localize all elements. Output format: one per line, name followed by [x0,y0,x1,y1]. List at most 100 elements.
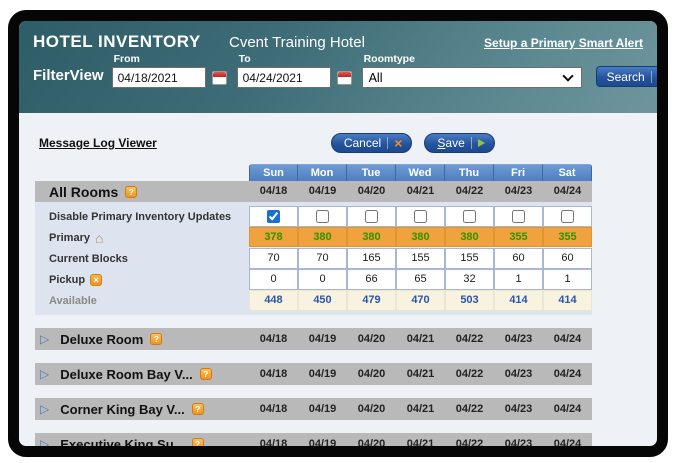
save-button[interactable]: Save [424,133,495,153]
search-button[interactable]: Search [595,66,665,87]
message-log-viewer-link[interactable]: Message Log Viewer [39,136,157,150]
room-section-corner-king-bay-view[interactable]: ▷ Corner King Bay V... ? 04/18 04/19 04/… [35,398,592,420]
expand-arrow-icon[interactable]: ▷ [40,332,50,346]
date-cell: 04/19 [298,328,347,350]
checkbox[interactable] [512,210,525,223]
disable-updates-checkbox-cell[interactable] [298,206,347,227]
cancel-button-label: Cancel [343,136,382,150]
date-cell: 04/21 [396,398,445,420]
primary-value-cell[interactable]: 355 [543,227,592,247]
disable-updates-checkbox-cell[interactable] [445,206,494,227]
date-cell: 04/21 [396,181,445,202]
section-title: Executive King Su... [60,436,185,452]
disable-updates-checkbox-cell[interactable] [543,206,592,227]
section-header[interactable]: ▷ Corner King Bay V... ? [35,398,249,420]
checkbox[interactable] [267,210,280,223]
pickup-cell: 1 [543,269,592,290]
current-blocks-cell: 165 [347,248,396,269]
date-cell: 04/18 [249,328,298,350]
setup-smart-alert-link[interactable]: Setup a Primary Smart Alert [484,36,643,50]
roomtype-group: Roomtype All [361,53,582,88]
pickup-icon[interactable]: × [90,273,103,286]
current-blocks-cell: 155 [396,248,445,269]
date-cell: 04/23 [494,363,543,385]
expand-arrow-icon[interactable]: ▷ [40,437,50,451]
all-rooms-header: All Rooms ? [35,181,249,202]
primary-label-text: Primary [49,231,90,244]
disable-updates-checkbox-cell[interactable] [249,206,298,227]
primary-value-cell[interactable]: 380 [445,227,494,247]
divider [470,137,472,149]
date-cell: 04/19 [298,363,347,385]
day-header: Sun [249,164,298,181]
section-header[interactable]: ▷ Executive King Su... ? [35,433,249,452]
available-cell: 448 [249,290,298,311]
checkbox[interactable] [414,210,427,223]
current-blocks-cell: 155 [445,248,494,269]
help-icon[interactable]: ? [150,333,163,345]
calendar-icon[interactable] [211,70,227,85]
section-header[interactable]: ▷ Deluxe Room Bay V... ? [35,363,249,385]
inventory-table: Sun Mon Tue Wed Thu Fri Sat All Rooms ? … [35,164,592,315]
day-header: Wed [396,164,445,181]
primary-value-cell[interactable]: 378 [249,227,298,247]
roomtype-select[interactable]: All [361,67,582,88]
primary-value-cell[interactable]: 380 [298,227,347,247]
date-cell: 04/19 [298,398,347,420]
available-cell: 414 [543,290,592,311]
from-label: From [113,53,140,65]
primary-value-cell[interactable]: 380 [347,227,396,247]
help-icon[interactable]: ? [199,368,212,380]
app-window: HOTEL INVENTORY Cvent Training Hotel Set… [8,10,668,457]
day-header: Sat [543,164,592,181]
calendar-icon[interactable] [336,70,352,85]
spacer [35,202,592,206]
divider [387,137,389,149]
date-cell: 04/22 [445,363,494,385]
help-icon[interactable]: ? [191,438,204,446]
available-row-label: Available [35,290,249,311]
section-header[interactable]: ▷ Deluxe Room ? [35,328,249,350]
cancel-button[interactable]: Cancel × [330,133,413,153]
primary-value-cell[interactable]: 380 [396,227,445,247]
search-arrow-icon [658,73,665,81]
cancel-x-icon: × [394,134,403,151]
section-title: Deluxe Room [60,331,144,347]
pickup-label-text: Pickup [49,273,86,286]
available-cell: 450 [298,290,347,311]
primary-value-cell[interactable]: 355 [494,227,543,247]
expand-arrow-icon[interactable]: ▷ [40,402,50,416]
room-section-deluxe-room-bay-view[interactable]: ▷ Deluxe Room Bay V... ? 04/18 04/19 04/… [35,363,592,385]
date-cell: 04/18 [249,433,298,446]
date-cell: 04/22 [445,181,494,202]
disable-updates-checkbox-cell[interactable] [347,206,396,227]
checkbox[interactable] [561,210,574,223]
from-date-input[interactable]: 04/18/2021 [111,67,206,88]
page-title: HOTEL INVENTORY [33,32,201,51]
house-icon[interactable]: ⌂ [94,229,104,246]
save-button-label: Save [437,136,465,150]
save-arrow-icon [477,139,485,147]
toolbar: Message Log Viewer Cancel × Save [19,113,657,157]
disable-updates-checkbox-cell[interactable] [494,206,543,227]
available-cell: 470 [396,290,445,311]
from-date-group: From 04/18/2021 [111,53,231,88]
date-cell: 04/24 [543,363,592,385]
expand-arrow-icon[interactable]: ▷ [40,367,50,381]
header: HOTEL INVENTORY Cvent Training Hotel Set… [19,21,657,113]
help-icon[interactable]: ? [191,403,204,415]
spacer [35,164,249,181]
checkbox[interactable] [316,210,329,223]
checkbox[interactable] [463,210,476,223]
all-rooms-title: All Rooms [49,183,119,200]
disable-updates-checkbox-cell[interactable] [396,206,445,227]
to-date-input[interactable]: 04/24/2021 [236,67,331,88]
room-section-deluxe-room[interactable]: ▷ Deluxe Room ? 04/18 04/19 04/20 04/21 … [35,328,592,350]
room-section-executive-king-suite[interactable]: ▷ Executive King Su... ? 04/18 04/19 04/… [35,433,592,452]
divider [650,70,652,83]
date-cell: 04/21 [396,433,445,446]
checkbox[interactable] [365,210,378,223]
pickup-cell: 32 [445,269,494,290]
help-icon[interactable]: ? [125,185,138,198]
day-header: Fri [494,164,543,181]
